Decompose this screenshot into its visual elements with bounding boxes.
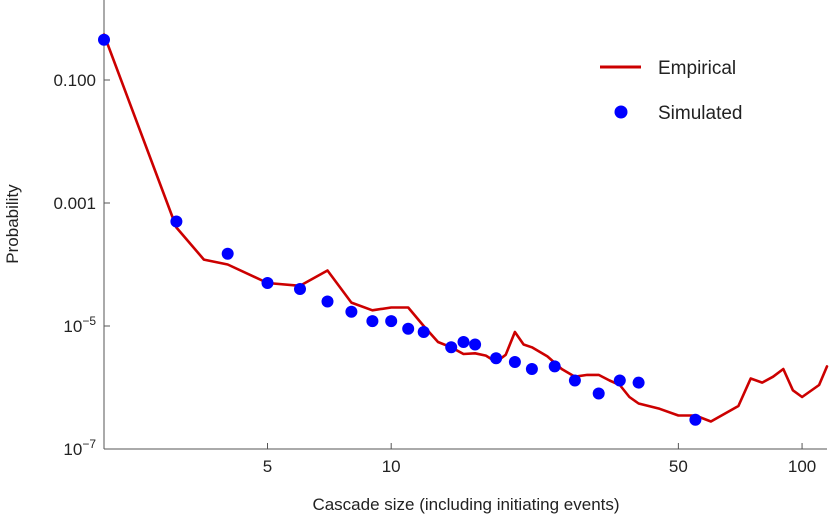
- simulated-point: [294, 283, 306, 295]
- x-tick-label: 100: [788, 457, 816, 476]
- simulated-point: [632, 376, 645, 389]
- simulated-point: [490, 352, 503, 365]
- simulated-point: [417, 326, 430, 338]
- x-ticks: 5 10 50 100: [263, 443, 816, 476]
- y-tick-label: 0.001: [53, 194, 96, 213]
- simulated-point: [613, 374, 626, 387]
- simulated-point: [592, 387, 605, 400]
- y-axis-title: Probability: [3, 184, 22, 264]
- x-axis-title: Cascade size (including initiating event…: [312, 495, 619, 514]
- simulated-point: [261, 277, 274, 289]
- x-tick-label: 10: [382, 457, 401, 476]
- simulated-point: [345, 305, 358, 318]
- simulated-point: [402, 322, 415, 335]
- axes: [103, 0, 827, 450]
- legend-simulated-label: Simulated: [658, 103, 743, 124]
- y-tick-label: 10−5: [63, 314, 96, 336]
- simulated-point: [445, 341, 458, 354]
- simulated-point: [525, 363, 538, 375]
- simulated-point: [457, 336, 470, 348]
- simulated-point: [469, 338, 482, 351]
- y-tick-base: 10: [63, 317, 82, 336]
- simulated-point: [366, 315, 379, 328]
- simulated-point: [221, 247, 234, 260]
- legend-empirical-label: Empirical: [658, 58, 736, 79]
- y-tick-label: 10−7: [63, 437, 96, 459]
- y-tick-exponent: −7: [82, 437, 96, 451]
- x-tick-label: 5: [263, 457, 272, 476]
- simulated-point: [98, 33, 110, 46]
- series-layer: [98, 33, 829, 426]
- simulated-point: [385, 315, 398, 328]
- y-tick-exponent: −5: [82, 314, 96, 328]
- simulated-point: [689, 413, 702, 426]
- simulated-point: [508, 356, 521, 368]
- simulated-point: [321, 295, 334, 308]
- legend-simulated-swatch: [614, 105, 628, 119]
- legend: Empirical Simulated: [600, 58, 743, 124]
- simulated-point: [548, 360, 561, 373]
- y-tick-label: 0.100: [53, 71, 96, 90]
- empirical-series-line: [102, 33, 829, 423]
- simulated-point: [170, 215, 183, 228]
- y-tick-base: 10: [63, 440, 82, 459]
- simulated-point: [568, 374, 581, 387]
- x-tick-label: 50: [669, 457, 688, 476]
